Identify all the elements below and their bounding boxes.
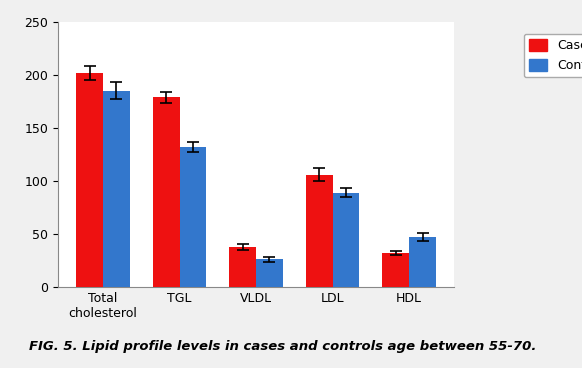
Legend: Cases, Controls: Cases, Controls [524,33,582,77]
Bar [76,73,103,287]
Bar [256,259,283,287]
Text: FIG. 5. Lipid profile levels in cases and controls age between 55-70.: FIG. 5. Lipid profile levels in cases an… [29,340,537,353]
Bar [229,247,256,287]
Bar [103,91,130,287]
Bar [152,97,179,287]
Bar [306,175,333,287]
Bar [409,237,436,287]
Bar [382,253,409,287]
Bar [333,193,360,287]
Bar [179,147,207,287]
